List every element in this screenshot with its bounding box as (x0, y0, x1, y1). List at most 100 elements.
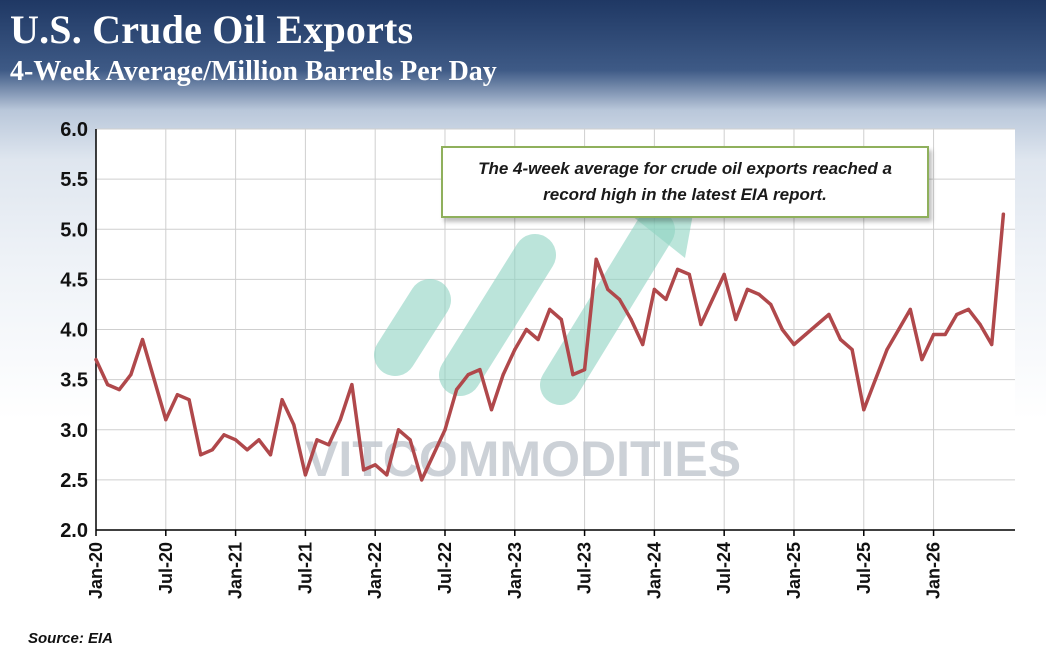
data-point (873, 378, 878, 382)
data-point (710, 297, 715, 301)
data-point (222, 433, 226, 437)
data-point (920, 358, 924, 362)
data-point (292, 423, 296, 427)
data-point (327, 443, 331, 447)
data-point (932, 332, 936, 337)
data-point (745, 287, 750, 291)
x-tick-label: Jan-23 (505, 542, 525, 599)
data-point (966, 307, 971, 311)
data-point (559, 317, 563, 322)
data-point (885, 348, 889, 352)
data-point (606, 287, 610, 291)
data-point (489, 408, 494, 412)
data-point (443, 428, 447, 432)
data-point (315, 438, 319, 442)
watermark-arrow-shaft (540, 210, 675, 405)
x-tick-label: Jan-21 (226, 542, 246, 599)
data-point (303, 473, 307, 477)
y-tick-label: 4.5 (60, 269, 88, 291)
data-point (780, 327, 784, 332)
data-point (838, 337, 843, 342)
annotation-callout: The 4-week average for crude oil exports… (441, 146, 929, 218)
data-point (501, 373, 505, 377)
watermark-bar-small (374, 279, 451, 376)
data-point (117, 388, 121, 392)
data-point (571, 373, 575, 377)
watermark: VITCOMMODITIES (305, 175, 741, 487)
y-tick-labels: 2.0 2.5 3.0 3.5 4.0 4.5 5.0 5.5 6.0 (60, 119, 88, 542)
data-point (629, 317, 633, 322)
data-point (769, 302, 773, 306)
data-point (106, 383, 110, 387)
data-point (978, 322, 982, 327)
data-point (373, 463, 377, 467)
data-point (652, 287, 657, 291)
data-point (362, 468, 366, 472)
x-tick-label: Jan-25 (784, 542, 804, 599)
y-tick-label: 5.0 (60, 219, 88, 241)
x-tick-label: Jul-24 (714, 542, 734, 594)
data-point (687, 272, 691, 276)
data-point (1001, 212, 1006, 216)
data-point (548, 307, 552, 311)
data-point (990, 342, 994, 347)
data-point (804, 332, 808, 337)
data-point (955, 312, 959, 317)
data-point (245, 448, 249, 452)
y-tick-label: 6.0 (60, 119, 88, 141)
data-point (199, 453, 203, 457)
data-point (908, 307, 912, 311)
y-tick-label: 2.5 (60, 470, 88, 492)
x-tick-label: Jul-20 (156, 542, 176, 594)
data-point (594, 257, 598, 261)
data-point (268, 453, 273, 457)
data-point (850, 348, 854, 352)
data-point (792, 342, 796, 347)
y-tick-label: 2.0 (60, 520, 88, 542)
data-point (583, 368, 587, 372)
x-tick-labels: Jan-20 Jul-20 Jan-21 Jul-21 Jan-22 Jul-22 Jan-… (86, 530, 944, 599)
x-tick-label: Jul-25 (854, 542, 874, 594)
x-tick-label: Jan-22 (365, 542, 385, 599)
data-point (94, 358, 98, 362)
axes (95, 129, 1015, 531)
data-point (664, 297, 668, 301)
data-point (734, 317, 738, 322)
data-point (536, 337, 540, 342)
source-note: Source: EIA (28, 630, 114, 647)
data-point (722, 272, 726, 276)
data-point (152, 378, 156, 382)
data-point (280, 398, 284, 402)
y-tick-label: 3.0 (60, 420, 88, 442)
data-point (187, 398, 191, 402)
data-point (408, 438, 412, 442)
data-point (943, 332, 947, 337)
data-point (210, 448, 214, 452)
x-tick-label: Jul-21 (295, 542, 315, 594)
x-tick-label: Jan-20 (86, 542, 106, 599)
data-point (338, 418, 342, 422)
data-point (676, 267, 680, 271)
data-point (862, 408, 866, 412)
data-point (524, 327, 529, 332)
x-tick-label: Jul-23 (575, 542, 595, 594)
data-point (257, 438, 261, 442)
watermark-bar-large (439, 234, 556, 396)
data-point (431, 453, 435, 457)
data-point (420, 478, 424, 482)
data-point (396, 428, 401, 432)
data-point (350, 383, 354, 387)
chart-title: U.S. Crude Oil Exports (10, 7, 414, 52)
data-point (140, 337, 145, 342)
data-point (478, 368, 482, 372)
data-point (815, 322, 819, 327)
data-point (757, 292, 761, 296)
data-point (164, 418, 168, 422)
data-point (175, 393, 179, 397)
chart-subtitle: 4-Week Average/Million Barrels Per Day (10, 56, 497, 87)
y-tick-label: 5.5 (60, 169, 88, 191)
x-tick-label: Jan-24 (644, 542, 664, 599)
data-point (641, 342, 645, 347)
